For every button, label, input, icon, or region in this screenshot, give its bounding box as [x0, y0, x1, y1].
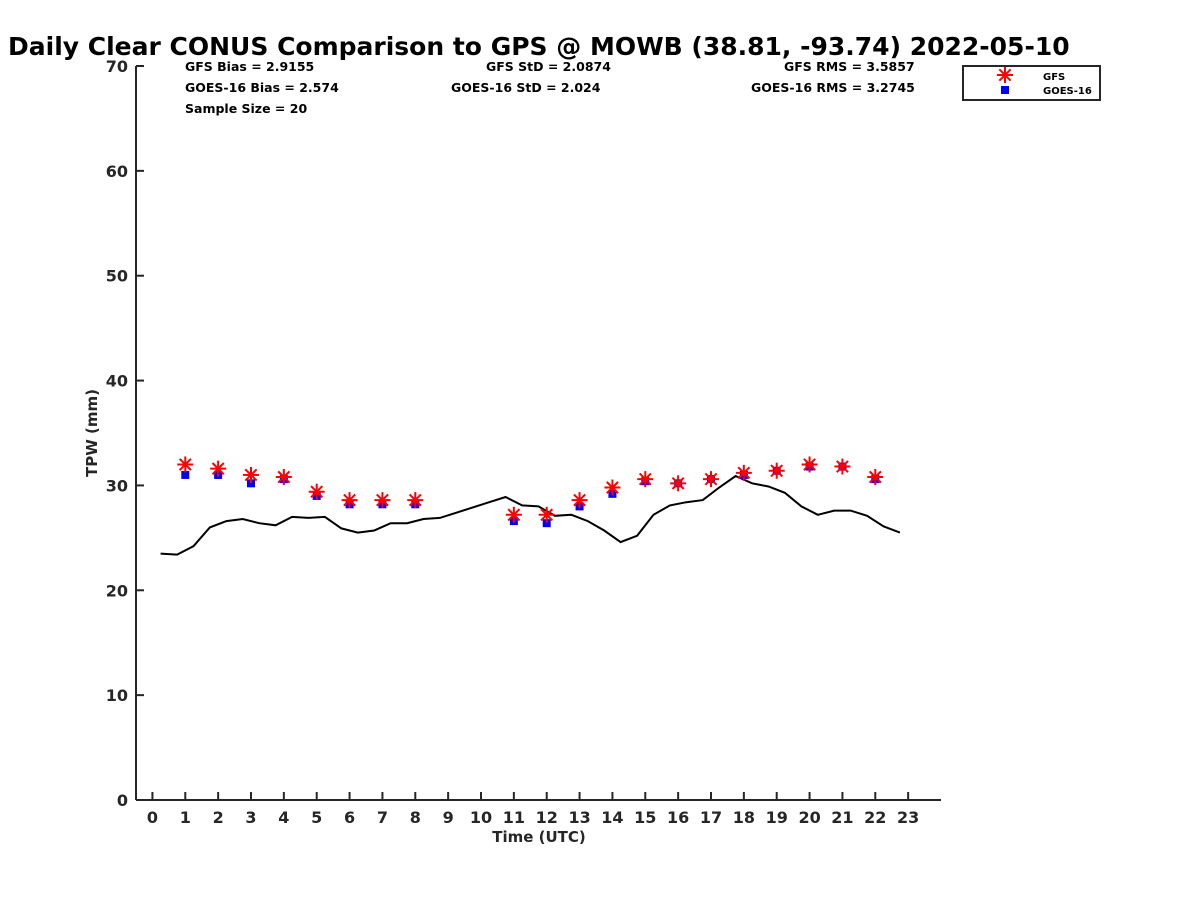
- x-tick-label: 23: [897, 808, 919, 827]
- gfs-point: [210, 460, 227, 477]
- x-tick-label: 15: [634, 808, 656, 827]
- x-tick-label: 16: [667, 808, 689, 827]
- x-axis-label: Time (UTC): [492, 828, 586, 846]
- chart-title: Daily Clear CONUS Comparison to GPS @ MO…: [8, 32, 1070, 61]
- gfs-point: [308, 483, 325, 500]
- gfs-point: [505, 506, 522, 523]
- stat-gfs-bias: GFS Bias = 2.9155: [185, 59, 314, 74]
- x-tick-label: 19: [766, 808, 788, 827]
- x-tick-label: 5: [311, 808, 322, 827]
- legend-gfs-label: GFS: [1043, 72, 1065, 83]
- gfs-point: [768, 462, 785, 479]
- x-axis-ticks: 0 1 2 3 4 5 6 7 8 9 10 11 12 13 14 15 16 17 18 19 20 21 22 23: [147, 792, 919, 827]
- gfs-point: [604, 479, 621, 496]
- y-axis-label: TPW (mm): [83, 389, 101, 477]
- gfs-point: [703, 471, 719, 488]
- goes16-point: [181, 470, 190, 479]
- goes16-point: [542, 519, 551, 528]
- legend-box: [962, 65, 1101, 101]
- legend-gfs-marker: [997, 67, 1013, 83]
- x-tick-label: 7: [377, 808, 388, 827]
- stat-sample-size: Sample Size = 20: [185, 101, 307, 116]
- x-tick-label: 11: [503, 808, 525, 827]
- x-tick-label: 10: [470, 808, 492, 827]
- x-tick-label: 21: [831, 808, 853, 827]
- x-tick-label: 0: [147, 808, 158, 827]
- gfs-point: [177, 456, 194, 473]
- x-tick-label: 20: [798, 808, 820, 827]
- x-tick-label: 9: [443, 808, 454, 827]
- gfs-point: [341, 492, 358, 509]
- gfs-point: [735, 464, 752, 481]
- stat-gfs-rms: GFS RMS = 3.5857: [784, 59, 915, 74]
- gfs-point: [867, 469, 884, 486]
- x-tick-label: 3: [245, 808, 256, 827]
- stat-goes-std: GOES-16 StD = 2.024: [451, 80, 601, 95]
- legend-goes16-marker: [1001, 86, 1009, 94]
- goes16-point: [247, 479, 255, 488]
- gfs-point: [243, 466, 259, 483]
- gfs-point: [571, 492, 588, 509]
- legend-gfs-asterisk: [997, 67, 1013, 83]
- y-tick-label: 50: [106, 267, 128, 286]
- y-tick-label: 70: [106, 57, 128, 76]
- x-tick-label: 13: [568, 808, 590, 827]
- legend: GFS GOES-16: [962, 65, 1101, 101]
- x-tick-label: 6: [344, 808, 355, 827]
- y-axis-ticks: 0 10 20 30 40 50 60 70: [106, 57, 144, 810]
- legend-goes16-label: GOES-16: [1043, 86, 1092, 97]
- x-tick-label: 17: [700, 808, 722, 827]
- gfs-point: [801, 456, 818, 473]
- gfs-point: [374, 492, 391, 509]
- y-tick-label: 0: [117, 791, 128, 810]
- gfs-point: [275, 469, 292, 486]
- gps-series: [160, 474, 901, 556]
- y-tick-label: 20: [106, 581, 128, 600]
- x-tick-label: 18: [733, 808, 755, 827]
- gps-tpw-line: [160, 474, 901, 556]
- stat-goes-bias: GOES-16 Bias = 2.574: [185, 80, 339, 95]
- gfs-point: [670, 475, 687, 492]
- y-tick-label: 30: [106, 476, 128, 495]
- x-tick-label: 14: [601, 808, 623, 827]
- legend-goes16-square: [1001, 86, 1009, 94]
- gfs-point: [637, 471, 654, 488]
- y-tick-label: 40: [106, 372, 128, 391]
- x-tick-label: 4: [278, 808, 289, 827]
- stat-gfs-std: GFS StD = 2.0874: [486, 59, 611, 74]
- gfs-point: [834, 458, 851, 475]
- x-tick-label: 1: [180, 808, 191, 827]
- x-tick-label: 22: [864, 808, 886, 827]
- y-tick-label: 10: [106, 686, 128, 705]
- x-tick-label: 8: [410, 808, 421, 827]
- gfs-point: [407, 492, 424, 509]
- y-tick-label: 60: [106, 162, 128, 181]
- x-tick-label: 12: [536, 808, 558, 827]
- stat-goes-rms: GOES-16 RMS = 3.2745: [751, 80, 915, 95]
- gfs-series: [177, 456, 884, 523]
- x-tick-label: 2: [213, 808, 224, 827]
- gfs-point: [538, 506, 555, 523]
